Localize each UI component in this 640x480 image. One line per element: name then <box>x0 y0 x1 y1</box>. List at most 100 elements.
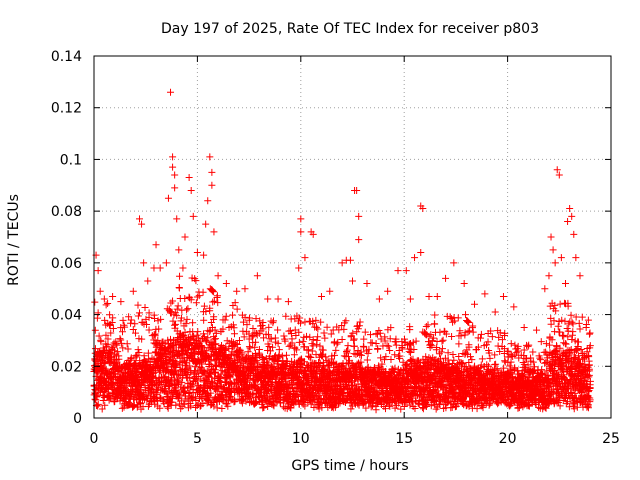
data-point <box>104 299 112 307</box>
data-point <box>145 313 153 321</box>
data-point <box>127 354 135 362</box>
data-point <box>91 326 99 334</box>
data-point <box>197 375 205 383</box>
data-point <box>200 316 208 324</box>
data-point <box>210 297 218 305</box>
data-point <box>98 405 106 413</box>
data-point <box>171 309 179 317</box>
data-point <box>210 288 218 296</box>
data-point <box>184 364 192 372</box>
data-point <box>200 330 208 338</box>
data-point <box>211 326 219 334</box>
data-point <box>135 309 143 317</box>
data-point <box>199 288 207 296</box>
data-point <box>192 397 200 405</box>
data-point <box>214 299 222 307</box>
data-point <box>204 334 212 342</box>
data-point <box>172 401 180 409</box>
data-point <box>187 296 195 304</box>
data-point <box>156 404 164 412</box>
data-point <box>211 368 219 376</box>
data-point <box>211 341 219 349</box>
data-point <box>94 309 102 317</box>
data-point <box>121 323 129 331</box>
data-point <box>181 294 189 302</box>
data-point <box>174 302 182 310</box>
data-point <box>182 365 190 373</box>
data-point <box>113 341 121 349</box>
data-point <box>188 394 196 402</box>
data-point <box>206 304 214 312</box>
data-points <box>90 88 594 414</box>
data-point <box>132 329 140 337</box>
data-point <box>106 357 114 365</box>
data-point <box>198 343 206 351</box>
data-point <box>91 385 99 393</box>
data-point <box>199 400 207 408</box>
data-point <box>95 332 103 340</box>
data-point <box>170 371 178 379</box>
data-point <box>160 400 168 408</box>
data-point <box>138 335 146 343</box>
data-point <box>202 307 210 315</box>
data-point <box>103 384 111 392</box>
data-point <box>138 318 146 326</box>
data-point <box>143 320 151 328</box>
data-point <box>93 314 101 322</box>
data-point <box>101 316 109 324</box>
data-point <box>106 395 114 403</box>
data-point <box>173 312 181 320</box>
data-point <box>167 335 175 343</box>
data-point <box>94 400 102 408</box>
data-point <box>164 383 172 391</box>
data-point <box>177 317 185 325</box>
data-point <box>123 340 131 348</box>
data-point <box>151 332 159 340</box>
data-point <box>173 305 181 313</box>
data-point <box>183 315 191 323</box>
data-point <box>204 397 212 405</box>
data-point <box>205 373 213 381</box>
data-point <box>155 325 163 333</box>
data-point <box>186 338 194 346</box>
data-point <box>213 404 221 412</box>
data-point <box>124 345 132 353</box>
data-point <box>104 335 112 343</box>
data-point <box>181 328 189 336</box>
data-point <box>212 329 220 337</box>
data-point <box>169 297 177 305</box>
data-point <box>207 370 215 378</box>
data-point <box>176 272 184 280</box>
data-point <box>119 316 127 324</box>
data-point <box>171 320 179 328</box>
chart-title: Day 197 of 2025, Rate Of TEC Index for r… <box>161 21 539 37</box>
data-point <box>209 298 217 306</box>
data-point <box>115 355 123 363</box>
data-point <box>93 402 101 410</box>
data-point <box>129 325 137 333</box>
data-point <box>112 340 120 348</box>
data-point <box>176 391 184 399</box>
data-point <box>131 320 139 328</box>
data-point <box>102 331 110 339</box>
data-point <box>180 332 188 340</box>
data-point <box>193 377 201 385</box>
data-point <box>134 301 142 309</box>
data-point <box>102 301 110 309</box>
data-point <box>195 292 203 300</box>
data-point <box>187 402 195 410</box>
data-point <box>184 305 192 313</box>
data-point <box>195 334 203 342</box>
data-point <box>189 385 197 393</box>
data-point <box>145 326 153 334</box>
data-point <box>206 328 214 336</box>
data-point <box>175 284 183 292</box>
data-point <box>174 351 182 359</box>
data-point <box>176 351 184 359</box>
data-point <box>154 336 162 344</box>
data-point <box>109 314 117 322</box>
data-point <box>210 315 218 323</box>
data-point <box>130 402 138 409</box>
data-point <box>93 392 101 400</box>
data-point <box>209 287 217 295</box>
